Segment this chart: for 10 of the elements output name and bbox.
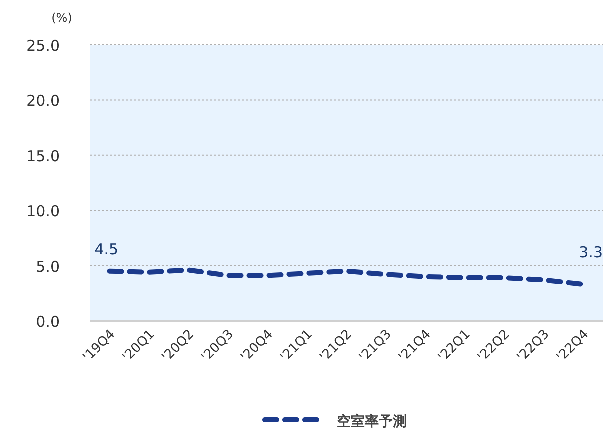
y-tick-label: 20.0 — [26, 92, 60, 110]
y-tick-label: 15.0 — [26, 147, 60, 166]
y-tick-label: 10.0 — [26, 202, 60, 221]
legend-label: 空室率予測 — [337, 413, 407, 430]
y-tick-label: 5.0 — [36, 258, 60, 276]
y-axis-title: (%) — [52, 11, 72, 25]
y-tick-label: 0.0 — [36, 313, 60, 331]
y-tick-label: 25.0 — [26, 37, 60, 55]
data-label: 4.5 — [94, 240, 119, 258]
data-label: 3.3 — [579, 244, 603, 262]
